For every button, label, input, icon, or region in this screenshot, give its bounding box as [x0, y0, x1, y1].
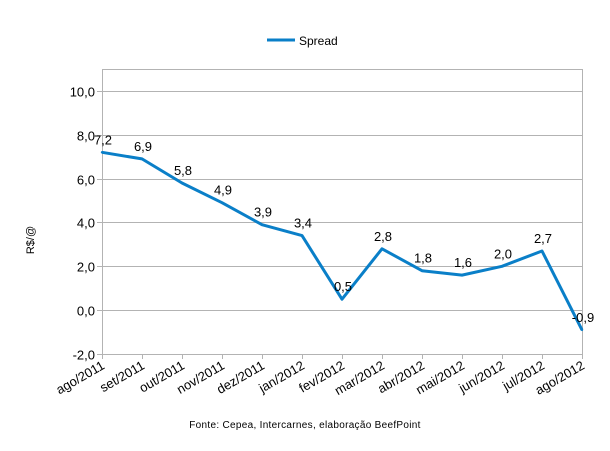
- data-label: 3,9: [254, 205, 272, 220]
- data-point: [420, 269, 424, 272]
- x-tick-label: ago/2011: [53, 358, 107, 398]
- legend-label-spread: Spread: [299, 34, 338, 48]
- data-point: [460, 273, 464, 277]
- y-tick-label: -2,0: [73, 348, 95, 363]
- data-label: -0,9: [572, 310, 594, 325]
- data-point: [500, 265, 504, 268]
- data-label: 2,8: [374, 229, 392, 244]
- data-point: [100, 151, 104, 154]
- data-label: 7,2: [94, 132, 112, 147]
- source-note: Fonte: Cepea, Intercarnes, elaboração Be…: [189, 420, 420, 431]
- series-group: [100, 150, 584, 332]
- data-label: 2,0: [494, 246, 512, 261]
- data-label: 4,9: [214, 183, 232, 198]
- data-labels: 7,2 6,9 5,8 4,9 3,9 3,4 0,5 2,8 1,8 1,6 2,0 2,7 -0,9: [94, 132, 594, 325]
- data-point: [580, 328, 584, 332]
- data-point: [260, 223, 264, 226]
- y-axis-title: R$/@: [25, 226, 37, 254]
- series-line-spread: [101, 150, 584, 331]
- y-tick-label: 4,0: [77, 216, 95, 231]
- data-label: 2,7: [534, 231, 552, 246]
- y-tick-label: 6,0: [77, 173, 95, 188]
- x-tick-label: jan/2012: [255, 358, 307, 396]
- data-point: [340, 298, 344, 301]
- data-label: 5,8: [174, 163, 192, 178]
- data-point: [140, 157, 144, 161]
- data-point: [180, 181, 184, 185]
- data-label: 1,8: [414, 251, 432, 266]
- data-point: [540, 249, 544, 253]
- y-tick-label: 8,0: [77, 129, 95, 144]
- x-axis-ticks: ago/2011set/2011out/2011nov/2011dez/2011…: [53, 354, 587, 398]
- data-label: 0,5: [334, 279, 352, 294]
- y-tick-label: 10,0: [70, 85, 95, 100]
- y-tick-label: 2,0: [77, 260, 95, 275]
- data-label: 1,6: [454, 255, 472, 270]
- legend: Spread: [267, 34, 338, 48]
- gridlines: [102, 91, 582, 355]
- x-tick-label: jun/2012: [455, 358, 507, 396]
- plot-frame: [102, 69, 583, 355]
- y-tick-label: 0,0: [77, 304, 95, 319]
- data-point: [300, 234, 304, 237]
- data-label: 6,9: [134, 139, 152, 154]
- plot-area-border: [102, 69, 583, 355]
- data-label: 3,4: [294, 216, 312, 231]
- y-axis-ticks: -2,0 0,0 2,0 4,0 6,0 8,0 10,0: [70, 85, 102, 363]
- data-point: [220, 201, 224, 204]
- data-point: [380, 247, 384, 250]
